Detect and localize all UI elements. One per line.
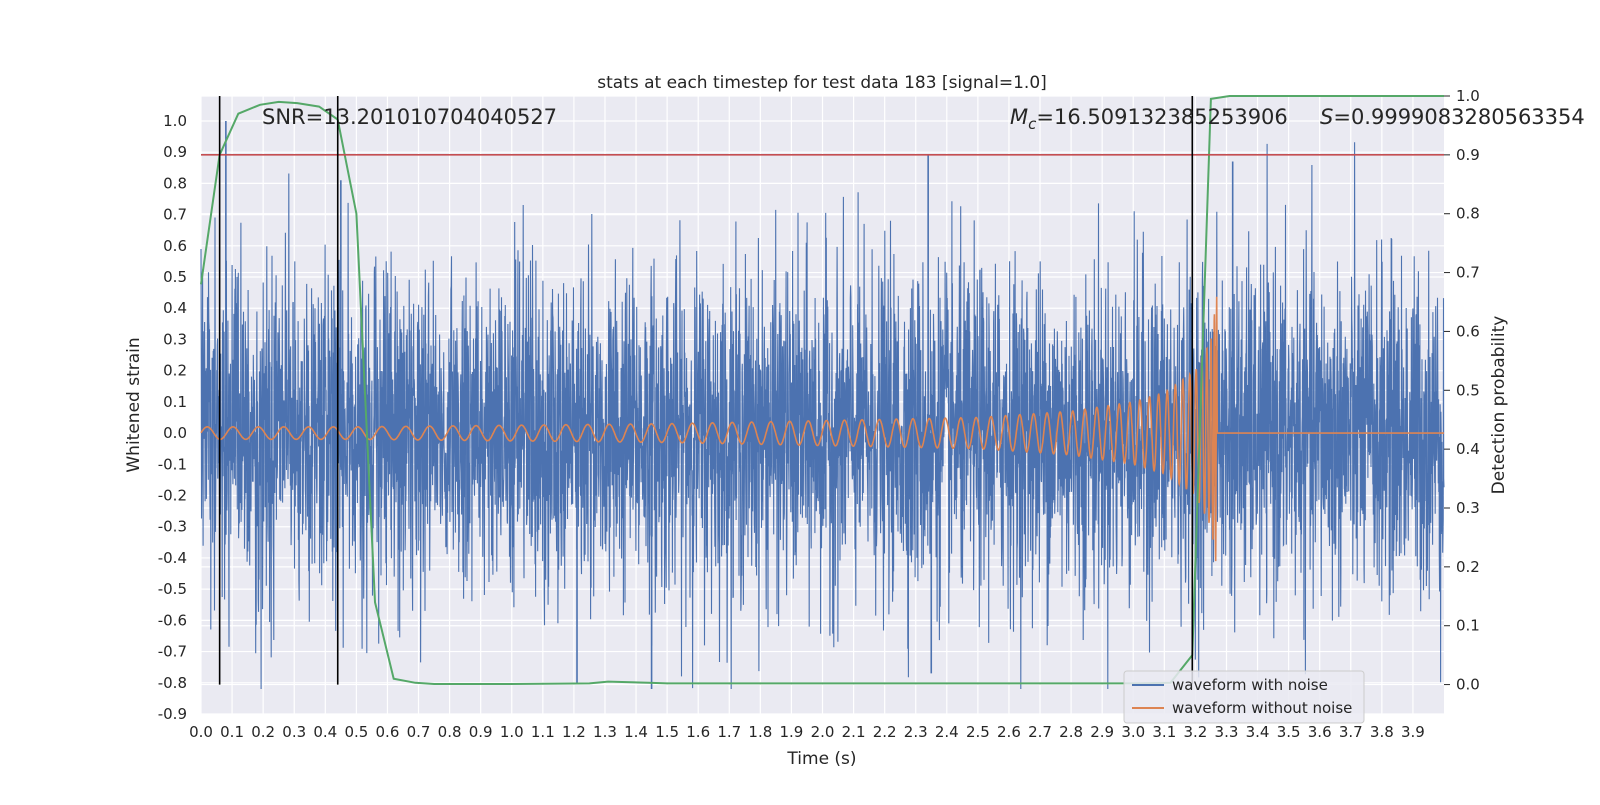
y-right-tick-label: 0.9 bbox=[1456, 146, 1480, 164]
legend-label-clean: waveform without noise bbox=[1172, 699, 1352, 717]
y-right-tick-label: 0.2 bbox=[1456, 558, 1480, 576]
chirp-mass-annotation: Mc=16.509132385253906 bbox=[1010, 105, 1288, 133]
y-right-tick-label: 0.8 bbox=[1456, 205, 1480, 223]
x-tick-label: 2.6 bbox=[997, 723, 1021, 741]
x-tick-label: 0.7 bbox=[407, 723, 431, 741]
y-left-tick-label: -0.3 bbox=[158, 518, 187, 536]
y-right-tick-labels: 0.0 0.1 0.2 0.3 0.4 0.5 0.6 0.7 0.8 0.9 1.0 bbox=[1444, 87, 1480, 694]
s-symbol: S bbox=[1320, 105, 1333, 129]
y-right-tick-label: 0.4 bbox=[1456, 440, 1480, 458]
x-tick-label: 1.6 bbox=[686, 723, 710, 741]
x-tick-label: 1.9 bbox=[779, 723, 803, 741]
y-left-tick-label: -0.2 bbox=[158, 487, 187, 505]
x-tick-label: 0.1 bbox=[220, 723, 244, 741]
legend-box bbox=[1123, 670, 1365, 724]
x-tick-label: 2.0 bbox=[811, 723, 835, 741]
y-left-tick-label: 0.1 bbox=[163, 393, 187, 411]
y-right-tick-label: 0.3 bbox=[1456, 499, 1480, 517]
x-tick-label: 1.7 bbox=[717, 723, 741, 741]
clean-waveform-layer bbox=[200, 296, 1444, 562]
x-tick-label: 1.5 bbox=[655, 723, 679, 741]
chirp-mass-symbol: M bbox=[1010, 105, 1028, 129]
x-tick-label: 3.4 bbox=[1246, 723, 1270, 741]
x-tick-label: 2.5 bbox=[966, 723, 990, 741]
y-left-tick-label: 0.2 bbox=[163, 362, 187, 380]
x-tick-label: 0.0 bbox=[189, 723, 213, 741]
y-left-tick-label: 0.6 bbox=[163, 237, 187, 255]
x-tick-label: 1.2 bbox=[562, 723, 586, 741]
x-tick-label: 3.5 bbox=[1277, 723, 1301, 741]
y-left-tick-label: 0.5 bbox=[163, 268, 187, 286]
x-tick-label: 2.8 bbox=[1059, 723, 1083, 741]
x-tick-label: 2.4 bbox=[935, 723, 959, 741]
x-tick-label: 1.8 bbox=[748, 723, 772, 741]
y-left-tick-label: -0.7 bbox=[158, 643, 187, 661]
y-left-tick-label: 0.3 bbox=[163, 330, 187, 348]
x-tick-label: 1.0 bbox=[500, 723, 524, 741]
x-tick-label: 3.8 bbox=[1370, 723, 1394, 741]
s-annotation: S=0.9999083280563354 bbox=[1320, 105, 1585, 129]
x-tick-label: 0.5 bbox=[344, 723, 368, 741]
y-left-tick-label: -0.6 bbox=[158, 611, 187, 629]
x-tick-label: 2.2 bbox=[873, 723, 897, 741]
y-axis-label-right: Detection probability bbox=[1489, 316, 1509, 495]
x-tick-labels: 0.0 0.1 0.2 0.3 0.4 0.5 0.6 0.7 0.8 0.9 1.0 1.1 1.2 1… bbox=[189, 723, 1425, 741]
chirp-mass-value: =16.509132385253906 bbox=[1036, 105, 1287, 129]
y-left-tick-label: -0.4 bbox=[158, 549, 187, 567]
chart-title: stats at each timestep for test data 183… bbox=[597, 73, 1047, 93]
y-left-tick-label: 0.8 bbox=[163, 174, 187, 192]
x-tick-label: 2.3 bbox=[904, 723, 928, 741]
x-tick-label: 2.1 bbox=[842, 723, 866, 741]
x-tick-label: 3.1 bbox=[1152, 723, 1176, 741]
marker-layer bbox=[201, 96, 1444, 685]
y-left-tick-label: 0.0 bbox=[163, 424, 187, 442]
x-axis-label: Time (s) bbox=[786, 749, 856, 769]
snr-annotation: SNR=13.201010704040527 bbox=[262, 105, 557, 129]
clean-waveform-line bbox=[200, 296, 1444, 562]
x-tick-label: 2.9 bbox=[1090, 723, 1114, 741]
y-left-tick-label: -0.1 bbox=[158, 455, 187, 473]
x-tick-label: 0.9 bbox=[469, 723, 493, 741]
x-tick-label: 3.6 bbox=[1308, 723, 1332, 741]
x-tick-label: 3.3 bbox=[1215, 723, 1239, 741]
x-tick-label: 1.1 bbox=[531, 723, 555, 741]
x-tick-label: 1.4 bbox=[624, 723, 648, 741]
y-left-tick-label: -0.9 bbox=[158, 705, 187, 723]
y-left-tick-label: -0.8 bbox=[158, 674, 187, 692]
x-tick-label: 3.7 bbox=[1339, 723, 1363, 741]
x-tick-label: 2.7 bbox=[1028, 723, 1052, 741]
x-tick-label: 0.6 bbox=[376, 723, 400, 741]
y-right-tick-label: 0.5 bbox=[1456, 381, 1480, 399]
legend-label-noisy: waveform with noise bbox=[1172, 676, 1328, 694]
y-right-tick-label: 0.1 bbox=[1456, 617, 1480, 635]
noisy-waveform-layer bbox=[200, 120, 1445, 690]
y-left-tick-label: 1.0 bbox=[163, 112, 187, 130]
x-tick-label: 3.0 bbox=[1121, 723, 1145, 741]
x-tick-label: 3.9 bbox=[1401, 723, 1425, 741]
y-right-tick-label: 0.0 bbox=[1456, 676, 1480, 694]
x-tick-label: 0.2 bbox=[251, 723, 275, 741]
y-left-tick-label: 0.9 bbox=[163, 143, 187, 161]
x-tick-label: 1.3 bbox=[593, 723, 617, 741]
detection-probability-line bbox=[200, 95, 1444, 685]
y-left-tick-label: -0.5 bbox=[158, 580, 187, 598]
y-left-tick-label: 0.4 bbox=[163, 299, 187, 317]
x-tick-label: 0.4 bbox=[313, 723, 337, 741]
s-value: =0.9999083280563354 bbox=[1333, 105, 1584, 129]
y-right-tick-label: 0.7 bbox=[1456, 264, 1480, 282]
y-right-tick-label: 0.6 bbox=[1456, 322, 1480, 340]
y-right-tick-label: 1.0 bbox=[1456, 87, 1480, 105]
x-tick-label: 0.3 bbox=[282, 723, 306, 741]
x-tick-label: 0.8 bbox=[438, 723, 462, 741]
probability-layer bbox=[200, 95, 1444, 685]
legend: waveform with noise waveform without noi… bbox=[1123, 670, 1365, 724]
x-tick-label: 3.2 bbox=[1183, 723, 1207, 741]
y-left-tick-label: 0.7 bbox=[163, 206, 187, 224]
y-left-tick-labels: -0.9 -0.8 -0.7 -0.6 -0.5 -0.4 -0.3 -0.2 -0.1 0.0 0… bbox=[158, 112, 187, 723]
chirp-mass-subscript: c bbox=[1028, 115, 1037, 133]
y-axis-label-left: Whitened strain bbox=[124, 337, 144, 472]
noisy-waveform-line bbox=[200, 142, 1445, 690]
